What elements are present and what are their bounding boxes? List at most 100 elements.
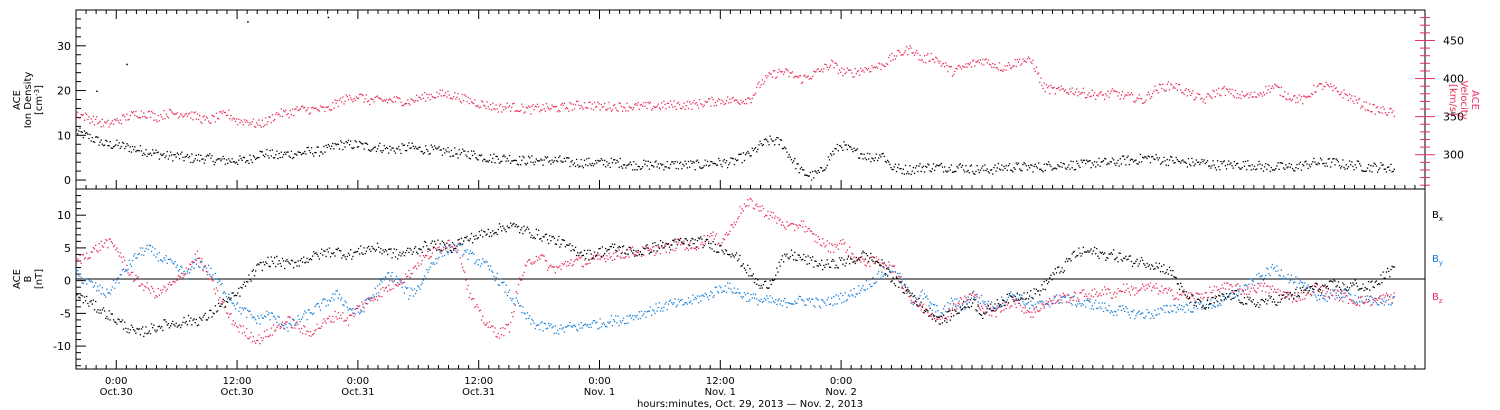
data-point xyxy=(713,238,715,240)
data-point xyxy=(280,323,282,325)
data-point xyxy=(1077,162,1079,165)
data-point xyxy=(754,92,757,94)
data-point xyxy=(194,258,196,261)
data-point xyxy=(940,312,942,314)
data-point xyxy=(1158,83,1161,85)
data-point xyxy=(1206,93,1209,95)
data-point xyxy=(439,251,441,253)
data-point xyxy=(1206,298,1209,301)
data-point xyxy=(595,254,597,257)
data-point xyxy=(1355,167,1357,169)
data-point xyxy=(835,148,837,150)
data-point xyxy=(746,103,748,105)
data-point xyxy=(845,144,847,146)
data-point xyxy=(970,164,973,166)
data-point xyxy=(483,260,485,263)
data-point xyxy=(676,102,678,105)
data-point xyxy=(607,164,609,166)
data-point xyxy=(805,304,807,306)
data-point xyxy=(1300,169,1303,171)
data-point xyxy=(1333,158,1335,160)
data-point xyxy=(513,102,515,104)
data-point xyxy=(1122,97,1125,100)
data-point xyxy=(565,106,568,109)
data-point xyxy=(760,210,762,212)
data-point xyxy=(778,219,780,222)
data-point xyxy=(850,69,852,71)
data-point xyxy=(1187,89,1190,91)
data-point xyxy=(974,296,976,299)
data-point xyxy=(464,249,466,252)
data-point xyxy=(878,258,880,261)
data-point xyxy=(1319,286,1322,288)
data-point xyxy=(955,306,957,308)
data-point xyxy=(152,326,154,329)
data-point xyxy=(209,122,211,124)
data-point xyxy=(435,97,437,99)
data-point xyxy=(445,245,447,247)
data-point xyxy=(1146,308,1148,311)
data-point xyxy=(248,124,250,126)
data-point xyxy=(128,332,130,334)
data-point xyxy=(111,120,114,122)
data-point xyxy=(260,126,262,128)
data-point xyxy=(1353,301,1355,303)
data-point xyxy=(921,166,923,169)
data-point xyxy=(1367,300,1370,303)
data-point xyxy=(661,245,663,248)
data-point xyxy=(1237,162,1239,165)
data-point xyxy=(564,160,567,162)
data-point xyxy=(267,121,269,123)
data-point xyxy=(335,102,337,104)
data-point xyxy=(1099,306,1101,308)
data-point xyxy=(939,315,941,317)
data-point xyxy=(1194,300,1196,302)
data-point xyxy=(714,163,717,165)
data-point xyxy=(1124,310,1126,313)
data-point xyxy=(89,280,91,282)
data-point xyxy=(898,163,900,166)
data-point xyxy=(240,313,242,315)
data-point xyxy=(345,301,347,304)
data-point xyxy=(293,318,295,321)
data-point xyxy=(1167,81,1170,83)
data-point xyxy=(871,285,873,287)
data-point xyxy=(1248,283,1250,285)
data-point xyxy=(961,164,964,167)
data-point xyxy=(488,108,491,110)
data-point xyxy=(1138,161,1140,163)
data-point xyxy=(439,89,441,91)
data-point xyxy=(631,169,634,171)
data-point xyxy=(560,324,562,326)
data-point xyxy=(152,287,154,290)
data-point xyxy=(1126,307,1128,310)
data-point xyxy=(1083,92,1086,94)
data-point xyxy=(494,327,496,329)
data-point xyxy=(372,300,374,302)
data-point xyxy=(621,110,624,112)
data-point xyxy=(1371,304,1373,306)
data-point xyxy=(1183,93,1185,95)
data-point xyxy=(958,164,960,166)
data-point xyxy=(130,272,133,274)
data-point xyxy=(1201,158,1203,161)
data-point xyxy=(1268,273,1270,275)
data-point xyxy=(746,204,748,207)
data-point xyxy=(1008,163,1011,165)
data-point xyxy=(1238,97,1240,99)
data-point xyxy=(621,167,624,169)
data-point xyxy=(326,146,328,149)
data-point xyxy=(287,151,289,153)
data-point xyxy=(1051,303,1053,305)
data-point xyxy=(334,310,336,313)
data-point xyxy=(919,295,921,297)
data-point xyxy=(210,157,212,159)
data-point xyxy=(275,113,277,115)
data-point xyxy=(161,326,163,328)
data-point xyxy=(360,311,362,313)
data-point xyxy=(647,249,649,251)
data-point xyxy=(1080,159,1082,161)
data-point xyxy=(256,322,258,324)
data-point xyxy=(584,107,587,109)
data-point xyxy=(584,263,587,265)
